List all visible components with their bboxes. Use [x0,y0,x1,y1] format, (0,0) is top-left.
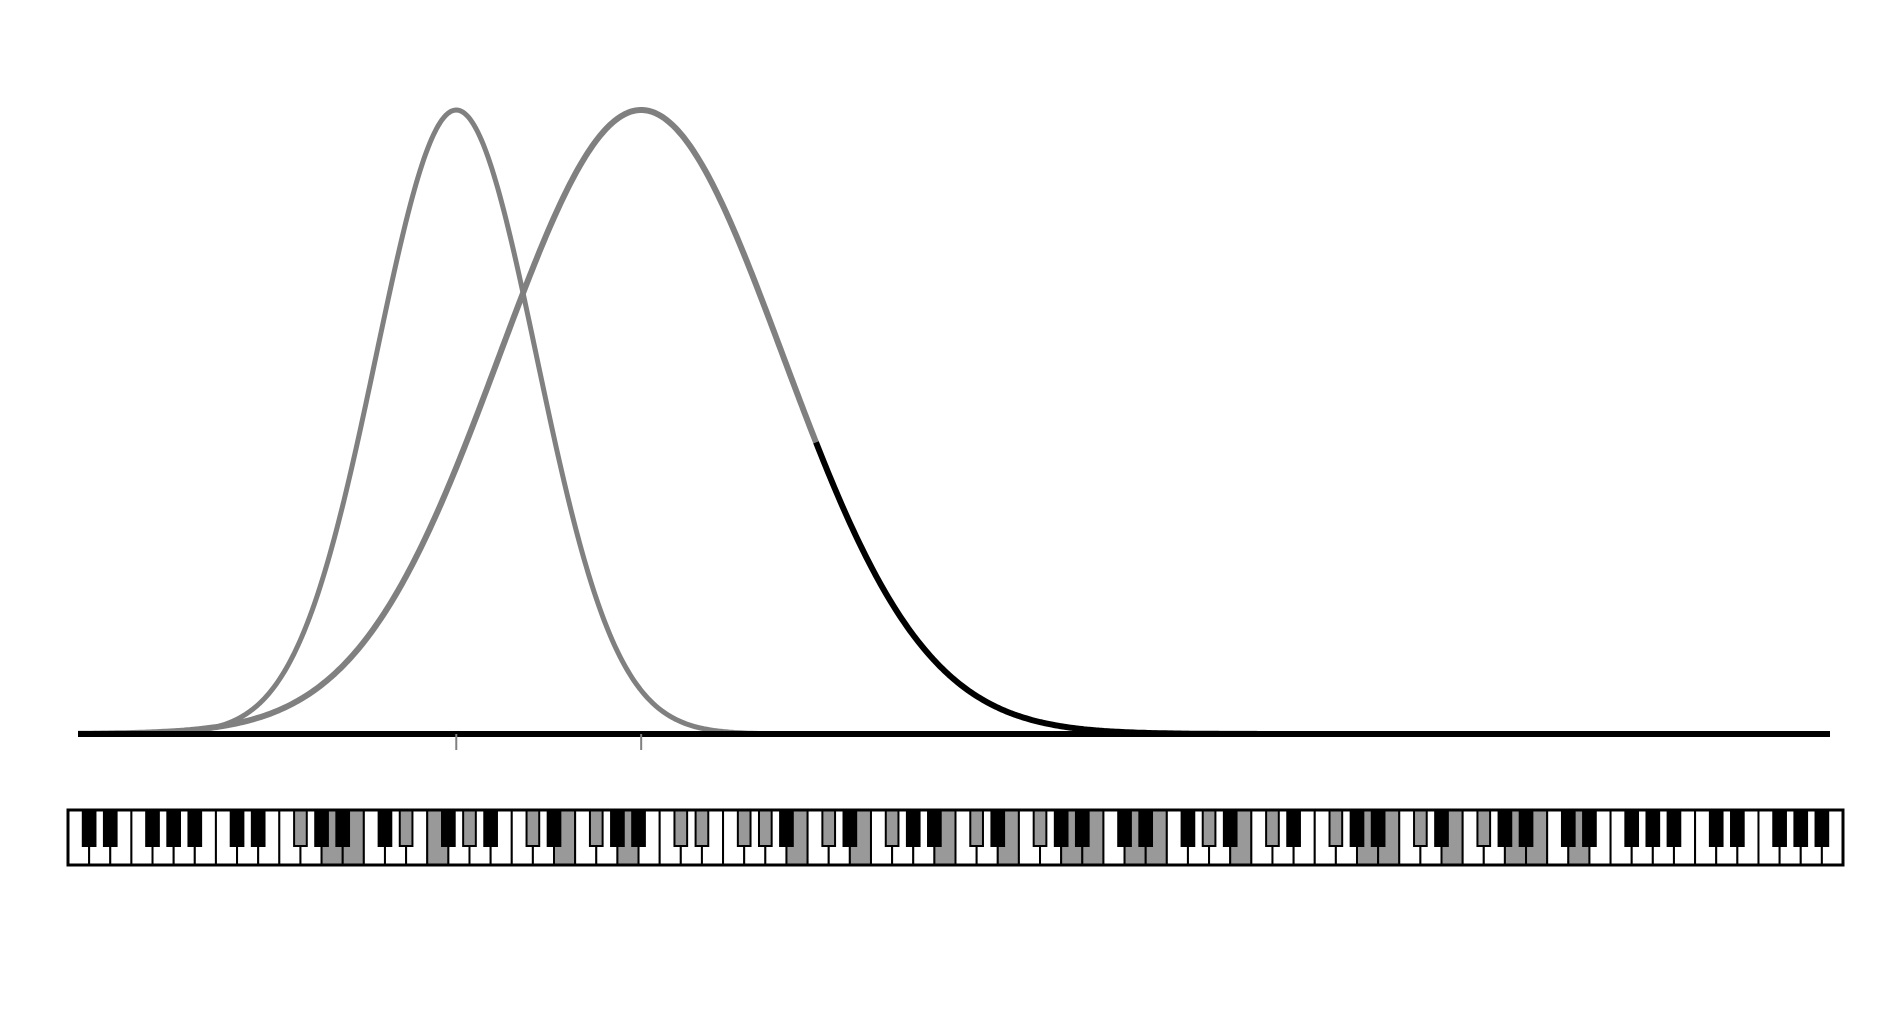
black-key [1413,809,1428,847]
black-key [145,809,160,847]
black-key [187,809,203,847]
black-key [335,809,351,847]
black-key [1518,809,1534,847]
black-key [1222,809,1238,847]
black-key [1074,809,1090,847]
keyboard-border [66,808,1845,867]
black-key [1476,809,1492,847]
black-key [483,809,498,847]
black-key [842,809,858,847]
axis-layer [78,731,1830,750]
black-key [1370,809,1386,847]
black-key [1560,809,1576,847]
black-key [779,809,794,847]
black-key [1286,809,1301,847]
black-key [1180,809,1196,847]
black-key [1434,809,1449,847]
black-key [1497,809,1513,847]
wide-curve [77,107,819,737]
black-key [1328,809,1344,847]
black-key [1645,809,1661,847]
black-key [1138,809,1154,847]
black-key [1265,809,1280,847]
black-key [1708,809,1724,847]
black-key [757,809,773,847]
black-key [1053,809,1069,847]
black-key [610,809,625,847]
black-key [229,809,245,847]
black-key [694,809,710,847]
black-key [1666,809,1682,847]
black-key [314,809,329,847]
black-key [1793,809,1809,847]
black-key [1117,809,1132,847]
black-key [990,809,1006,847]
black-key [927,809,942,847]
black-key [293,809,308,847]
black-key [1582,809,1597,847]
black-key [969,809,984,847]
black-key [1772,809,1787,847]
black-key [1032,809,1048,847]
black-key [1730,809,1745,847]
black-key [821,809,837,847]
black-key [588,809,604,847]
black-key [441,809,456,847]
black-key [1201,809,1217,847]
piano-keyboard [66,808,1845,867]
black-key [1814,809,1830,847]
black-key [250,809,266,847]
black-key [546,809,562,847]
black-key [905,809,921,847]
black-key [631,809,646,847]
black-key [398,809,414,847]
black-key [736,809,752,847]
black-key [102,809,118,847]
black-key [462,809,477,847]
black-key [81,809,97,847]
black-key [377,809,393,847]
black-key [166,809,182,847]
black-key [1349,809,1365,847]
black-key [673,809,689,847]
black-key [525,809,541,847]
black-key [1624,809,1640,847]
black-key [884,809,900,847]
